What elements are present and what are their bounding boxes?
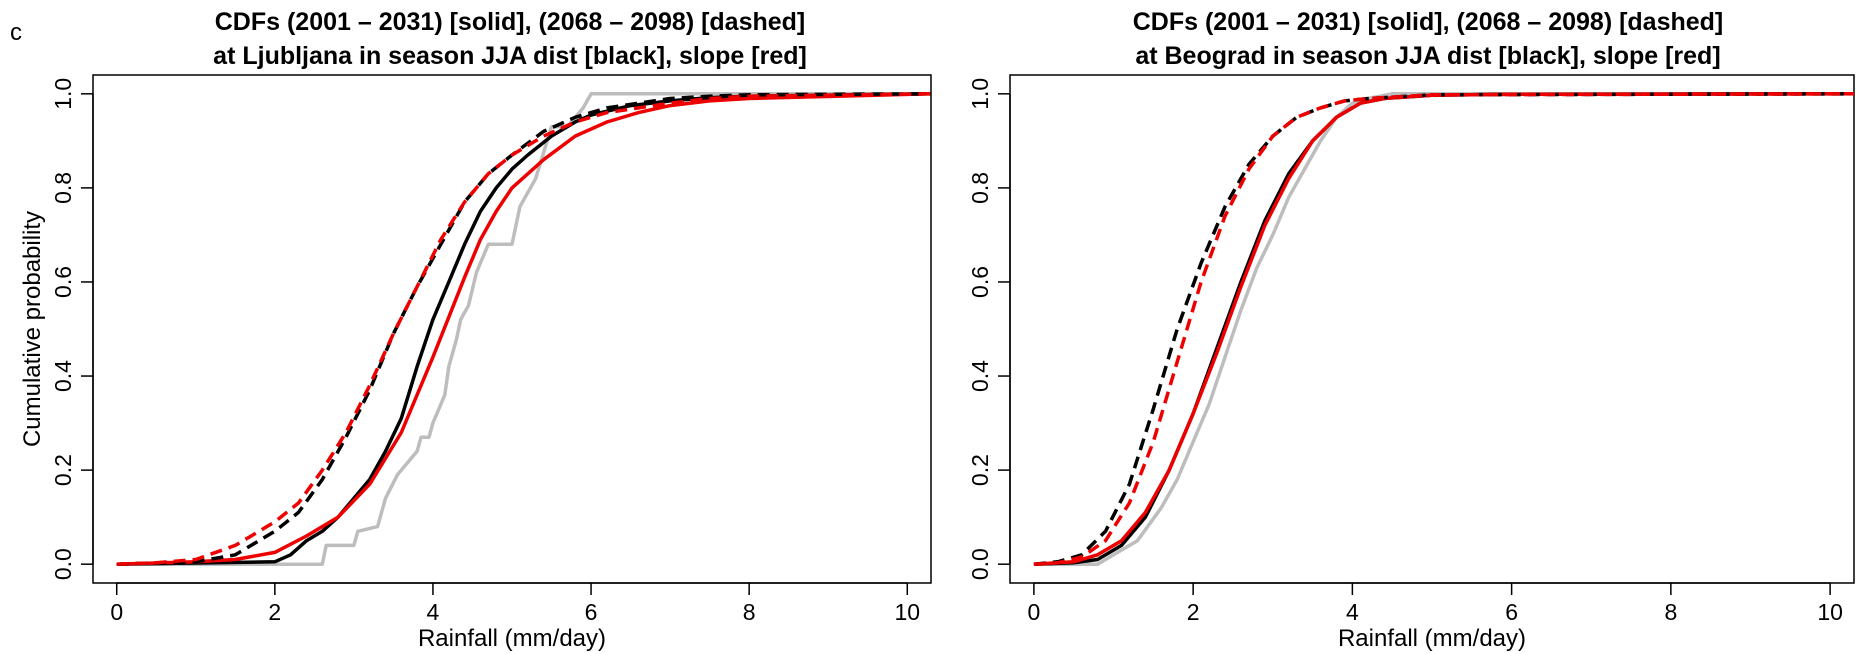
series-line-0 (116, 92, 931, 566)
series-line-4 (116, 92, 932, 566)
x-axis-label: Rainfall (mm/day) (418, 625, 606, 652)
chart-title-line-1: CDFs (2001 – 2031) [solid], (2068 – 2098… (215, 8, 806, 36)
y-tick-label: 0.8 (967, 172, 993, 204)
series-line-2 (1033, 92, 1855, 566)
x-tick-label: 0 (1027, 599, 1040, 625)
series-line-3 (116, 92, 932, 566)
x-tick-label: 10 (1817, 599, 1843, 625)
y-tick-label: 0.0 (50, 548, 76, 580)
y-tick-label: 0.2 (967, 454, 993, 486)
x-tick-label: 2 (268, 599, 281, 625)
chart-title-line-1: CDFs (2001 – 2031) [solid], (2068 – 2098… (1133, 8, 1724, 36)
y-tick-label: 0.4 (50, 360, 76, 392)
x-tick-label: 2 (1187, 599, 1200, 625)
y-tick-label: 0.6 (967, 266, 993, 298)
series-line-0 (1033, 92, 1854, 566)
series-line-4 (1033, 92, 1855, 566)
x-tick-label: 6 (585, 599, 598, 625)
y-tick-label: 0.2 (50, 454, 76, 486)
axis-ticks: 0 2 4 6 8 10 0.0 0.2 0.4 0.6 0.8 1.0 (50, 78, 920, 625)
y-tick-label: 0.6 (50, 266, 76, 298)
x-tick-label: 10 (894, 599, 920, 625)
y-tick-label: 0.0 (967, 548, 993, 580)
series-line-2 (116, 92, 932, 566)
x-tick-label: 8 (743, 599, 756, 625)
y-axis-label: Cumulative probability (19, 211, 46, 447)
y-tick-label: 0.4 (967, 360, 993, 392)
series-lines (1033, 92, 1855, 566)
x-axis-label: Rainfall (mm/day) (1338, 625, 1526, 652)
x-tick-label: 4 (1346, 599, 1359, 625)
x-tick-label: 0 (110, 599, 123, 625)
y-tick-label: 1.0 (967, 78, 993, 110)
panel-label: c (10, 19, 22, 46)
x-tick-label: 8 (1664, 599, 1677, 625)
plot-frame (1009, 74, 1855, 584)
series-lines (116, 92, 932, 566)
series-line-3 (1033, 92, 1855, 566)
series-line-1 (116, 92, 932, 566)
chart-title-line-2: at Beograd in season JJA dist [black], s… (1135, 42, 1720, 70)
x-tick-label: 6 (1505, 599, 1518, 625)
chart-ljubljana: CDFs (2001 – 2031) [solid], (2068 – 2098… (19, 8, 932, 652)
chart-title-line-2: at Ljubljana in season JJA dist [black],… (213, 42, 807, 70)
x-tick-label: 4 (427, 599, 440, 625)
plot-frame (92, 74, 932, 584)
chart-beograd: CDFs (2001 – 2031) [solid], (2068 – 2098… (967, 8, 1855, 652)
y-tick-label: 1.0 (50, 78, 76, 110)
y-tick-label: 0.8 (50, 172, 76, 204)
axis-ticks: 0 2 4 6 8 10 0.0 0.2 0.4 0.6 0.8 1.0 (967, 78, 1843, 625)
